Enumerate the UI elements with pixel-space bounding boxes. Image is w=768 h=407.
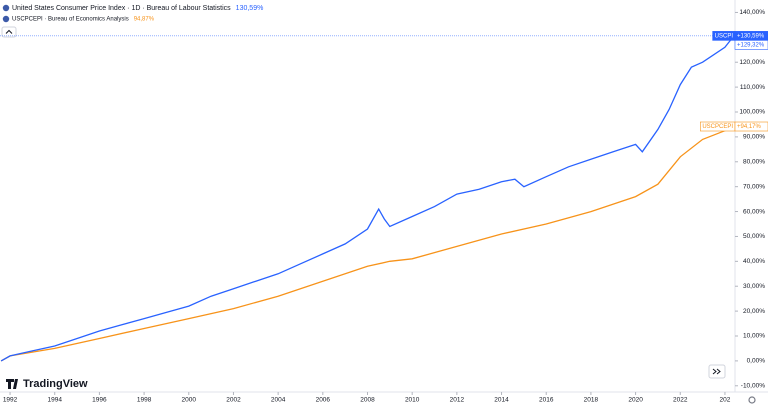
y-tick-label: 30,00% [743, 283, 765, 290]
axes: 140,00%130,00%120,00%110,00%100,00%90,00… [3, 9, 765, 404]
y-tick-label: 40,00% [743, 258, 765, 265]
series-line [0, 35, 735, 362]
x-tick-label: 2010 [405, 397, 420, 404]
legend-title: USCPCEPI · Bureau of Economics Analysis [12, 17, 129, 23]
x-tick-label: 2022 [673, 397, 688, 404]
y-tick-label: 120,00% [739, 59, 765, 66]
x-tick-label: 1998 [137, 397, 152, 404]
y-tick-label: 50,00% [743, 233, 765, 240]
x-tick-label: 2012 [450, 397, 465, 404]
x-tick-label: 2014 [494, 397, 509, 404]
y-tick-label: -10,00% [741, 382, 765, 389]
x-tick-label: 2004 [271, 397, 286, 404]
x-tick-label: 2018 [584, 397, 599, 404]
y-tick-label: 70,00% [743, 183, 765, 190]
y-tick-label: 10,00% [743, 333, 765, 340]
series-name-label: USCPCEPI [702, 124, 733, 130]
x-tick-label: 2020 [628, 397, 643, 404]
legend-value: 130,59% [236, 5, 264, 12]
x-tick-label: 2008 [360, 397, 375, 404]
legend-title: United States Consumer Price Index · 1D … [12, 5, 231, 12]
x-tick-label: 2002 [226, 397, 241, 404]
x-tick-label: 2000 [182, 397, 197, 404]
series-line [0, 125, 735, 362]
flag-icon [2, 4, 10, 12]
y-tick-label: 90,00% [743, 134, 765, 141]
y-tick-label: 60,00% [743, 208, 765, 215]
flag-icon [2, 15, 10, 23]
y-tick-label: 110,00% [740, 84, 765, 91]
collapse-icon [5, 29, 13, 34]
x-tick-label: 1992 [3, 397, 18, 404]
x-tick-label: 2016 [539, 397, 554, 404]
logo-icon [6, 379, 18, 389]
value-box [734, 40, 768, 50]
y-tick-label: 100,00% [739, 109, 765, 116]
value-box [734, 121, 768, 132]
x-tick-label: 1994 [47, 397, 62, 404]
scroll-button[interactable] [708, 364, 726, 379]
y-tick-label: 80,00% [743, 158, 765, 165]
value-label: +94,17% [737, 124, 762, 130]
settings-icon[interactable] [748, 396, 756, 404]
y-tick-label: 20,00% [743, 308, 765, 315]
scroll-icon [712, 368, 721, 375]
x-tick-label: 202 [720, 397, 731, 404]
legend-value: 94,87% [134, 17, 155, 23]
brand: TradingView [23, 378, 88, 390]
value-label: +129,32% [737, 42, 765, 48]
value-label: +130,59% [737, 33, 765, 39]
y-tick-label: 0,00% [747, 358, 766, 365]
y-tick-label: 140,00% [739, 9, 765, 16]
series-name-label: USCPI [715, 33, 734, 39]
x-tick-label: 2006 [316, 397, 331, 404]
x-tick-label: 1996 [92, 397, 107, 404]
collapse-button[interactable] [1, 26, 17, 38]
